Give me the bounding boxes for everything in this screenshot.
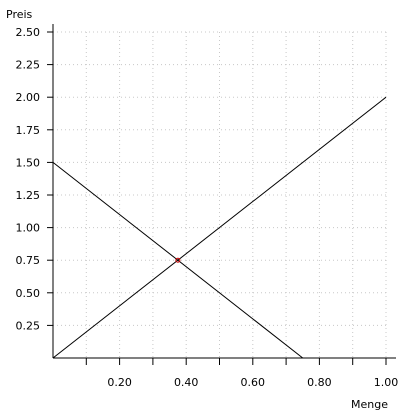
y-tick-label: 2.25 — [16, 59, 41, 72]
x-tick-label: 0.60 — [241, 376, 266, 389]
x-ticks: 0.20 0.40 0.60 0.80 1.00 — [85, 358, 399, 389]
series-line — [52, 96, 387, 359]
y-tick-label: 2.50 — [16, 26, 41, 39]
axes — [52, 24, 396, 359]
y-tick-label: 0.75 — [16, 254, 41, 267]
y-tick-label: 0.50 — [16, 287, 41, 300]
x-tick-label: 0.40 — [174, 376, 199, 389]
y-tick-label: 1.50 — [16, 156, 41, 169]
series — [52, 96, 387, 359]
x-axis-label: Menge — [351, 398, 388, 411]
y-axis-label: Preis — [6, 8, 33, 21]
x-tick-label: 1.00 — [374, 376, 399, 389]
intersection-point — [175, 257, 181, 263]
markers — [175, 257, 181, 263]
grid — [53, 31, 387, 358]
y-tick-label: 1.75 — [16, 124, 41, 137]
y-tick-label: 1.25 — [16, 189, 41, 202]
x-tick-label: 0.80 — [307, 376, 332, 389]
y-tick-label: 1.00 — [16, 222, 41, 235]
x-tick-label: 0.20 — [107, 376, 132, 389]
y-tick-label: 0.25 — [16, 319, 41, 332]
y-ticks: 0.25 0.50 0.75 1.00 1.25 1.50 1.75 2.00 2.25 2.50 — [16, 26, 53, 332]
y-tick-label: 2.00 — [16, 91, 41, 104]
